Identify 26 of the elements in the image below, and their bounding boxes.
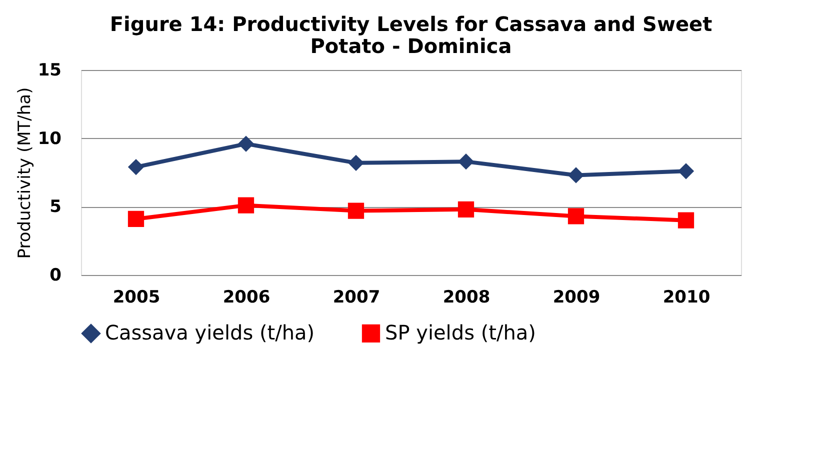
point xyxy=(568,208,584,224)
point xyxy=(458,201,474,218)
x-tick-label: 2008 xyxy=(442,288,490,308)
x-tick-label: 2007 xyxy=(332,288,380,308)
y-tick-label: 0 xyxy=(50,266,62,286)
y-axis-title: Productivity (MT/ha) xyxy=(14,87,35,259)
point xyxy=(128,210,144,228)
point xyxy=(128,158,144,176)
y-tick-label: 5 xyxy=(50,197,62,218)
point xyxy=(348,202,364,219)
chart-title: Figure 14: Productivity Levels for Cassava and Sweet Potato - Dominica xyxy=(110,12,713,58)
point xyxy=(238,197,254,214)
x-tick-label: 2006 xyxy=(222,288,270,308)
y-tick-label: 15 xyxy=(38,60,62,80)
legend-label: SP yields (t/ha) xyxy=(385,320,536,344)
point xyxy=(348,154,364,171)
point xyxy=(568,167,584,184)
x-tick-label: 2010 xyxy=(662,288,710,308)
point xyxy=(678,163,694,180)
point xyxy=(678,212,694,228)
x-tick-label: 2005 xyxy=(112,288,160,308)
legend-label: Cassava yields (t/ha) xyxy=(105,320,315,344)
y-tick-label: 10 xyxy=(38,128,62,149)
point xyxy=(238,136,254,152)
point xyxy=(458,154,474,170)
x-tick-label: 2009 xyxy=(552,288,600,308)
